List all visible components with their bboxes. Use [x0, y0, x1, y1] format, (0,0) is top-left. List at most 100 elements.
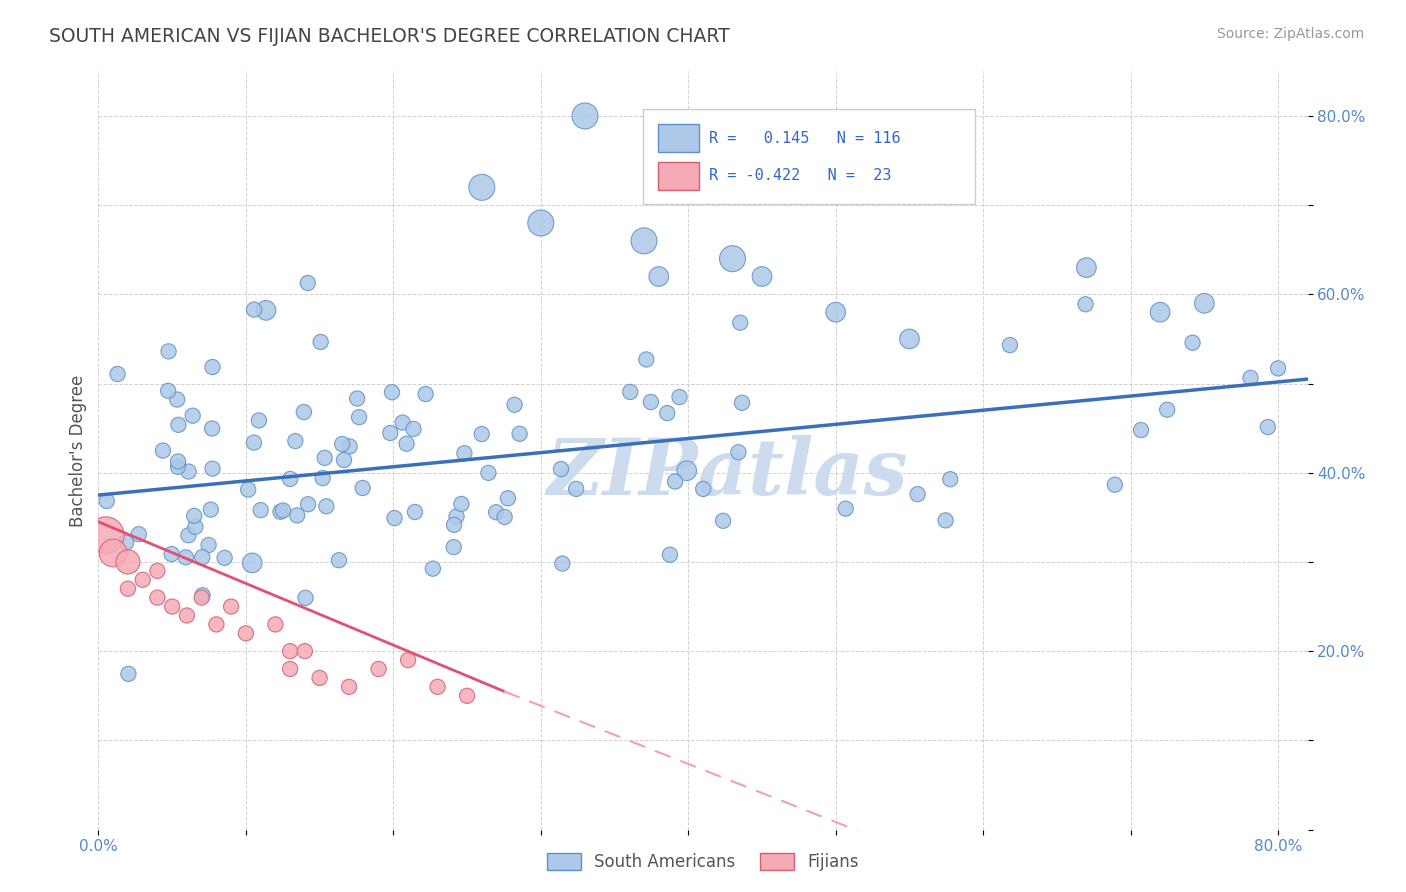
Point — [1194, 296, 1216, 310]
Point — [167, 459, 190, 474]
Point — [190, 591, 212, 605]
Point — [1074, 297, 1097, 311]
Point — [658, 548, 681, 562]
Point — [157, 384, 180, 398]
Point — [177, 465, 200, 479]
Point — [235, 626, 257, 640]
Point — [308, 671, 330, 685]
Point — [201, 421, 224, 435]
Point — [191, 588, 214, 602]
Point — [1267, 361, 1289, 376]
Point — [395, 436, 418, 450]
Point — [131, 573, 153, 587]
Point — [309, 334, 332, 349]
Point — [415, 387, 437, 401]
Point — [197, 538, 219, 552]
Point — [1076, 260, 1098, 275]
Point — [1181, 335, 1204, 350]
Point — [898, 332, 921, 346]
Point — [157, 344, 180, 359]
Point — [292, 405, 315, 419]
Point — [315, 500, 337, 514]
Point — [402, 422, 425, 436]
Point — [264, 617, 287, 632]
Point — [998, 338, 1021, 352]
Point — [238, 483, 260, 497]
Point — [551, 557, 574, 571]
Point — [177, 528, 200, 542]
Point — [339, 439, 361, 453]
Point — [352, 481, 374, 495]
Point — [117, 666, 139, 681]
Point — [160, 599, 183, 614]
Point — [1149, 305, 1171, 319]
Point — [668, 390, 690, 404]
Point — [443, 517, 465, 532]
Point — [284, 434, 307, 448]
Text: Source: ZipAtlas.com: Source: ZipAtlas.com — [1216, 27, 1364, 41]
Point — [201, 461, 224, 475]
Point — [152, 443, 174, 458]
Point — [367, 662, 389, 676]
Point — [494, 510, 516, 524]
Point — [117, 582, 139, 596]
Point — [200, 502, 222, 516]
Point — [94, 528, 117, 542]
Point — [384, 511, 406, 525]
Point — [664, 475, 686, 489]
Point — [271, 503, 294, 517]
Point — [160, 547, 183, 561]
Point — [648, 269, 671, 284]
Point — [214, 550, 236, 565]
Point — [240, 556, 263, 570]
Point — [450, 497, 472, 511]
Point — [278, 472, 301, 486]
Point — [311, 471, 333, 485]
Point — [117, 555, 139, 569]
Point — [824, 305, 846, 319]
Point — [337, 680, 360, 694]
Point — [426, 680, 449, 694]
Point — [285, 508, 308, 523]
Point — [254, 303, 277, 318]
Point — [530, 216, 553, 230]
FancyBboxPatch shape — [643, 110, 976, 204]
Point — [751, 269, 773, 284]
Point — [294, 591, 316, 605]
Point — [115, 535, 138, 549]
Text: R = -0.422   N =  23: R = -0.422 N = 23 — [709, 169, 891, 184]
Point — [96, 494, 118, 508]
Point — [727, 445, 749, 459]
Point — [347, 410, 370, 425]
Point — [333, 453, 356, 467]
Point — [565, 482, 588, 496]
Point — [1239, 371, 1261, 385]
FancyBboxPatch shape — [658, 161, 699, 190]
Point — [453, 446, 475, 460]
Point — [619, 384, 641, 399]
Point — [101, 546, 124, 560]
Point — [1257, 420, 1279, 434]
Point — [297, 497, 319, 511]
Point — [243, 435, 266, 450]
Point — [731, 396, 754, 410]
Point — [314, 450, 336, 465]
Point — [249, 503, 271, 517]
Point — [404, 505, 426, 519]
Legend: South Americans, Fijians: South Americans, Fijians — [541, 847, 865, 878]
Point — [721, 252, 744, 266]
Point — [146, 591, 169, 605]
Point — [278, 662, 301, 676]
Point — [167, 417, 190, 432]
Text: SOUTH AMERICAN VS FIJIAN BACHELOR'S DEGREE CORRELATION CHART: SOUTH AMERICAN VS FIJIAN BACHELOR'S DEGR… — [49, 27, 730, 45]
Point — [146, 564, 169, 578]
Point — [174, 550, 197, 565]
Point — [166, 392, 188, 407]
Point — [633, 234, 655, 248]
Point — [183, 508, 205, 523]
Point — [471, 427, 494, 442]
Point — [270, 505, 292, 519]
Point — [381, 385, 404, 400]
Point — [834, 501, 856, 516]
Point — [297, 276, 319, 290]
